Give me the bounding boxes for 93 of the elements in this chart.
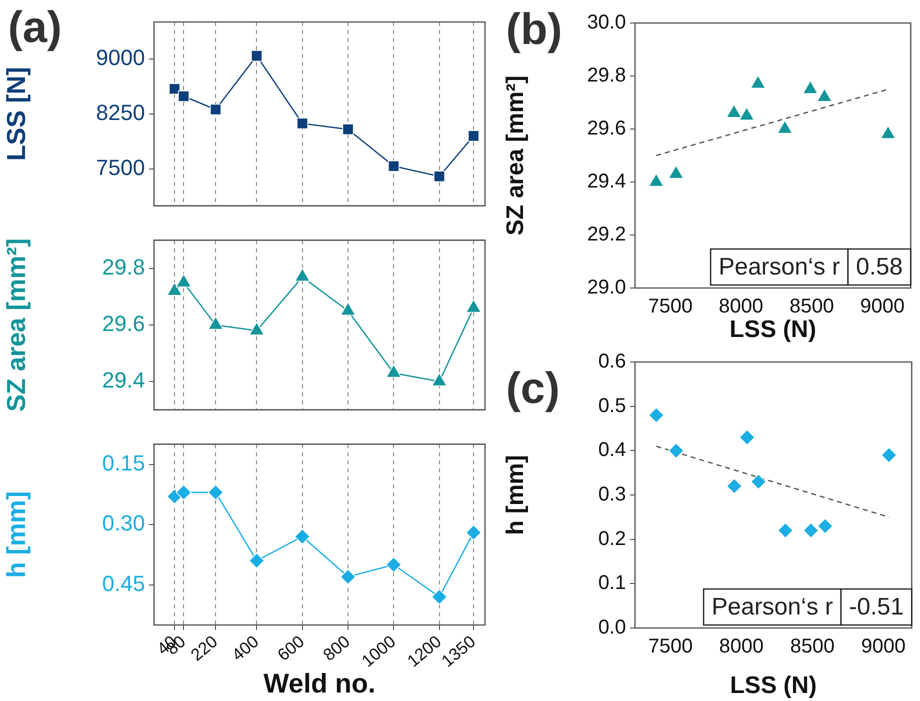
point	[816, 88, 832, 102]
point	[178, 90, 190, 102]
point	[388, 160, 400, 172]
y-tick-label: 29.8	[102, 254, 145, 280]
point	[726, 478, 742, 494]
y-tick-label: 29.6	[102, 311, 145, 336]
point	[778, 522, 794, 538]
point	[466, 524, 482, 540]
x-tick-label: 800	[320, 632, 354, 665]
x-tick-label: 7500	[648, 636, 693, 658]
y-axis-title: h [mm]	[0, 491, 31, 578]
y-tick-label: 29.4	[102, 368, 145, 393]
point	[166, 282, 182, 296]
point	[296, 118, 308, 130]
point	[251, 50, 262, 62]
x-axis-title: Weld no.	[264, 668, 376, 698]
point	[208, 484, 224, 500]
x-tick-label: 400	[228, 632, 262, 665]
y-tick-label: 0.5	[598, 394, 626, 417]
annotation: Pearson‘s r	[718, 254, 840, 281]
point	[648, 407, 664, 424]
point	[176, 274, 192, 288]
y-axis-title: SZ area [mm²]	[0, 238, 31, 412]
point	[294, 268, 310, 282]
x-tick-label: 8000	[718, 296, 764, 318]
point	[294, 528, 310, 545]
y-tick-label: 0.30	[102, 510, 145, 536]
x-tick-label: 8500	[790, 636, 835, 658]
point	[342, 124, 354, 136]
y-tick-label: 0.1	[598, 572, 626, 594]
y-tick-label: 0.6	[598, 350, 626, 373]
point	[176, 484, 192, 500]
point	[668, 442, 684, 459]
y-axis-title: LSS [N]	[0, 66, 31, 161]
point	[431, 588, 448, 605]
chart-title: (b)	[506, 5, 562, 54]
point	[208, 316, 224, 330]
x-axis-title: LSS (N)	[730, 672, 817, 700]
y-tick-label: 7500	[96, 155, 145, 180]
point	[434, 170, 446, 182]
y-tick-label: 29.6	[587, 118, 626, 140]
point	[386, 556, 402, 573]
point	[210, 104, 222, 116]
point	[802, 80, 818, 94]
y-tick-label: 8250	[96, 100, 145, 125]
y-tick-label: 0.2	[598, 528, 626, 550]
y-tick-label: 0.3	[598, 484, 626, 506]
y-tick-label: 0.15	[102, 450, 145, 476]
x-axis-title: LSS (N)	[730, 316, 816, 344]
annotation: 0.58	[856, 254, 903, 281]
point	[881, 447, 897, 463]
y-tick-label: 29.2	[587, 224, 626, 246]
annotation: -0.51	[848, 594, 904, 621]
point	[468, 130, 480, 142]
y-tick-label: 0.0	[598, 616, 626, 639]
point	[466, 299, 482, 313]
point	[777, 120, 793, 134]
point	[668, 165, 684, 179]
y-tick-label: 30.0	[587, 12, 626, 34]
point	[340, 568, 356, 585]
y-tick-label: 0.4	[598, 439, 626, 462]
annotation: Pearson‘s r	[712, 594, 834, 621]
point	[726, 104, 742, 118]
y-tick-label: 29.8	[587, 64, 626, 87]
point	[340, 302, 356, 316]
x-tick-label: 8500	[789, 296, 834, 318]
point	[739, 429, 755, 446]
x-tick-label: 8000	[719, 636, 764, 658]
y-tick-label: 9000	[96, 44, 145, 70]
point	[168, 83, 180, 95]
point	[817, 518, 834, 534]
point	[432, 372, 448, 386]
point	[803, 522, 819, 538]
y-tick-label: 29.4	[587, 170, 626, 193]
x-tick-label: 600	[274, 632, 308, 665]
point	[248, 322, 264, 336]
point	[648, 173, 664, 187]
point	[750, 474, 766, 490]
y-axis-title: h [mm]	[502, 455, 530, 535]
y-tick-label: 0.45	[102, 570, 145, 596]
y-axis-title: SZ area [mm²]	[502, 75, 530, 236]
y-tick-label: 29.0	[587, 276, 626, 299]
chart-title: (c)	[506, 364, 560, 413]
chart-title: (a)	[8, 3, 62, 52]
x-tick-label: 9000	[860, 296, 905, 318]
x-tick-label: 9000	[861, 636, 906, 658]
x-tick-label: 220	[187, 632, 222, 665]
point	[248, 552, 265, 569]
point	[880, 125, 896, 139]
x-tick-label: 7500	[648, 296, 693, 318]
point	[750, 75, 766, 89]
point	[386, 364, 402, 378]
point	[738, 106, 754, 120]
